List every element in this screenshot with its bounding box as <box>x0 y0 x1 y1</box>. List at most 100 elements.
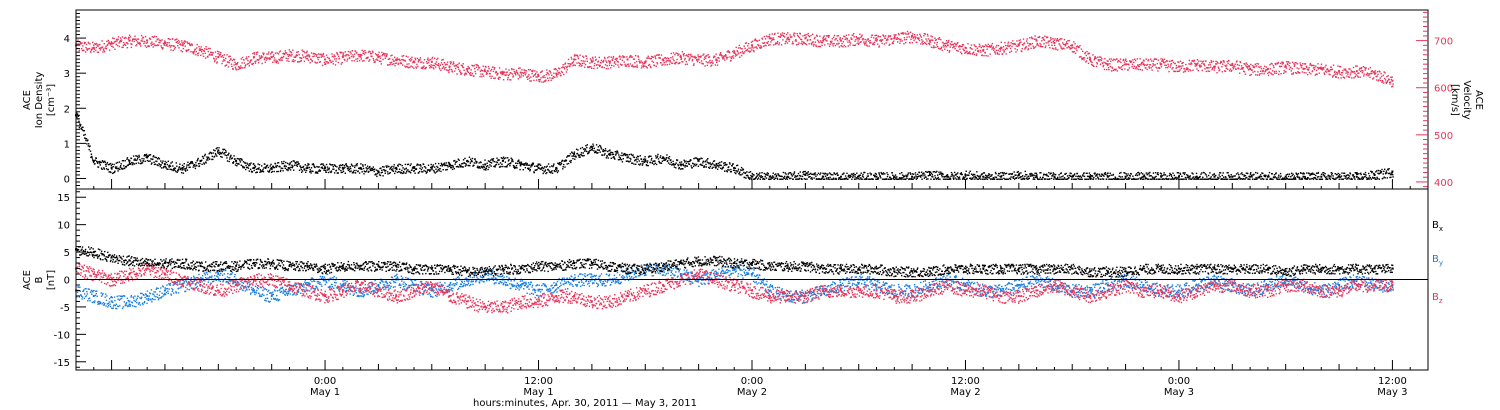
velocity-series-marker <box>1287 61 1290 63</box>
velocity-series-marker <box>262 52 264 54</box>
velocity-series-marker <box>956 49 958 52</box>
density-series-marker <box>720 161 723 163</box>
velocity-series-marker <box>1390 76 1392 78</box>
velocity-series-marker <box>977 51 980 53</box>
velocity-series-marker <box>539 80 541 83</box>
velocity-series-marker <box>877 36 880 38</box>
velocity-series-marker <box>535 72 537 75</box>
density-series-marker <box>93 160 95 162</box>
velocity-series-marker <box>106 44 109 46</box>
velocity-series-marker <box>346 58 349 60</box>
velocity-series-marker <box>1066 47 1068 49</box>
velocity-series-marker <box>267 53 270 55</box>
velocity-series-marker <box>1279 66 1281 68</box>
velocity-series-marker <box>158 41 160 44</box>
velocity-series-marker <box>200 54 202 56</box>
density-series-marker <box>508 159 510 161</box>
density-series-marker <box>283 165 286 168</box>
density-series-point <box>146 156 149 159</box>
velocity-series-marker <box>1080 55 1082 58</box>
velocity-series-marker <box>793 35 796 37</box>
velocity-series-marker <box>323 61 326 64</box>
density-series-point <box>608 152 611 155</box>
velocity-series-marker <box>931 36 934 38</box>
density-series-marker <box>296 161 298 163</box>
velocity-series-marker <box>1058 43 1060 45</box>
velocity-series-marker <box>1018 39 1020 42</box>
density-series-marker <box>136 155 138 157</box>
velocity-series-marker <box>637 56 640 58</box>
velocity-series-marker <box>894 36 896 38</box>
velocity-series-marker <box>1033 46 1035 49</box>
velocity-series-marker <box>927 38 930 40</box>
density-series-marker <box>602 149 604 151</box>
velocity-series-marker <box>903 43 905 45</box>
density-series-marker <box>904 175 906 178</box>
velocity-series-marker <box>191 43 193 45</box>
density-series-marker <box>535 169 537 171</box>
velocity-series-marker <box>1293 63 1295 65</box>
velocity-series-marker <box>469 73 471 75</box>
velocity-series-marker <box>1316 73 1318 75</box>
velocity-series-marker <box>217 50 219 53</box>
velocity-series-marker <box>421 61 423 63</box>
velocity-series-marker <box>77 39 79 41</box>
velocity-series-marker <box>626 63 628 66</box>
velocity-series-marker <box>1020 41 1022 43</box>
density-series-marker <box>212 152 214 154</box>
velocity-series-marker <box>160 46 163 49</box>
velocity-series-marker <box>229 59 231 62</box>
velocity-series-marker <box>435 61 438 63</box>
velocity-series-marker <box>909 42 911 44</box>
velocity-series-marker <box>1298 68 1300 70</box>
density-series-marker <box>321 167 324 170</box>
velocity-series-marker <box>436 58 438 61</box>
density-series-marker <box>609 154 612 156</box>
density-series-marker <box>687 161 689 163</box>
density-series-marker <box>751 172 753 175</box>
velocity-series-marker <box>581 64 583 67</box>
velocity-series-marker <box>274 52 277 54</box>
velocity-series-marker <box>665 58 668 60</box>
velocity-series-marker <box>1204 68 1206 70</box>
density-series-marker <box>474 158 476 160</box>
velocity-series-marker <box>854 40 856 42</box>
density-series-marker <box>772 176 775 178</box>
velocity-series-marker <box>1137 65 1139 67</box>
velocity-series-marker <box>896 36 898 39</box>
velocity-series-marker <box>467 65 469 68</box>
density-series-marker <box>208 157 210 159</box>
velocity-series-marker <box>1232 66 1234 69</box>
density-series-marker <box>530 166 532 168</box>
velocity-series-marker <box>573 55 576 57</box>
velocity-series-marker <box>433 64 435 67</box>
velocity-series-marker <box>389 61 391 64</box>
velocity-series-marker <box>384 55 386 57</box>
velocity-series-marker <box>78 43 80 45</box>
velocity-series-marker <box>515 74 517 76</box>
velocity-series-marker <box>1141 69 1143 71</box>
density-series-marker <box>410 163 412 165</box>
density-series-marker <box>715 166 717 168</box>
velocity-series-marker <box>705 55 707 57</box>
velocity-series-marker <box>912 37 914 39</box>
velocity-series-marker <box>922 40 924 42</box>
density-series-marker <box>226 160 229 162</box>
velocity-series-marker <box>899 40 902 42</box>
velocity-series-marker <box>1303 67 1305 70</box>
density-series-marker <box>430 166 432 169</box>
velocity-series-marker <box>540 71 543 73</box>
velocity-series-marker <box>353 60 355 62</box>
density-series-marker <box>265 166 267 168</box>
velocity-series-marker <box>457 63 459 66</box>
density-series-marker <box>630 153 632 155</box>
density-series-marker <box>905 178 907 180</box>
density-series-marker <box>81 129 84 131</box>
velocity-series-marker <box>1368 74 1370 76</box>
density-series-marker <box>837 174 839 176</box>
density-series-marker <box>482 164 484 166</box>
density-series-marker <box>133 159 135 161</box>
density-series-marker <box>672 160 674 163</box>
density-series-marker <box>440 170 442 173</box>
velocity-series-marker <box>728 51 731 54</box>
